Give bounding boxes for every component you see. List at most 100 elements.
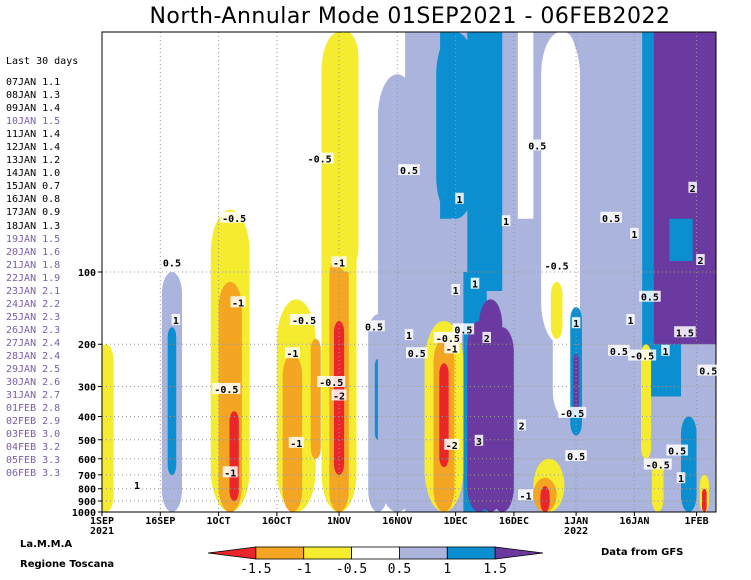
region-negative-strong xyxy=(229,411,239,502)
side-panel-row: 20JAN 1.6 xyxy=(6,246,61,258)
side-panel-row: 26JAN 2.3 xyxy=(6,324,61,336)
contour-label: -0.5 xyxy=(646,460,670,471)
contour-label-bg xyxy=(517,419,526,431)
side-panel-row: 04FEB 3.2 xyxy=(6,442,61,454)
contour-label-bg xyxy=(470,277,480,289)
region-positive-mid xyxy=(669,218,693,262)
side-panel-row: 30JAN 2.6 xyxy=(6,377,61,389)
contour-label: 0.5 xyxy=(602,214,620,225)
contour-label: 1 xyxy=(173,316,179,327)
side-panel-row: 02FEB 2.9 xyxy=(6,416,61,428)
colorbar-swatch xyxy=(255,546,305,560)
side-panel-row: 15JAN 0.7 xyxy=(6,181,61,193)
contour-label: 1 xyxy=(662,347,668,358)
side-panel-row: 05FEB 3.3 xyxy=(6,455,61,467)
contour-label: -1 xyxy=(333,258,345,269)
contour-label: 0.5 xyxy=(699,367,717,378)
x-tick-sublabel: 2021 xyxy=(90,526,114,537)
region-positive-strong xyxy=(490,327,514,512)
contour-label-bg xyxy=(363,320,385,332)
x-tick-label: 16JAN xyxy=(619,516,649,527)
contour-label-bg xyxy=(661,344,670,356)
contour-label-bg xyxy=(317,375,346,387)
contour-label: -0.5 xyxy=(560,409,584,420)
contour-label: 0.5 xyxy=(610,347,628,358)
x-tick-label: 16OCT xyxy=(262,516,292,527)
x-tick-label: 1NOV xyxy=(327,516,351,527)
y-tick-label: 900 xyxy=(78,497,96,508)
x-tick-label: 1FEB xyxy=(685,516,709,527)
side-panel-row: 12JAN 1.4 xyxy=(6,142,61,154)
contour-label: -0.5 xyxy=(630,352,654,363)
contour-label: 1 xyxy=(627,316,633,327)
y-tick-label: 600 xyxy=(78,455,96,466)
contour-label-bg xyxy=(558,406,587,418)
contour-label: 1 xyxy=(457,195,463,206)
side-panel-row: 11JAN 1.4 xyxy=(6,129,61,141)
contour-label: -1 xyxy=(232,298,244,309)
region-negative-strong xyxy=(702,488,707,512)
region-negative-mid xyxy=(310,338,321,459)
contour-label: -1 xyxy=(286,349,298,360)
heatmap-field xyxy=(102,32,716,512)
contour-label-bg xyxy=(305,152,334,164)
colorbar-swatch xyxy=(399,546,448,560)
side-panel-row: 06FEB 3.3 xyxy=(6,468,61,480)
contour-label-bg xyxy=(526,139,548,151)
contour-label-bg xyxy=(444,342,460,354)
contour-label-bg xyxy=(331,256,347,268)
contour-label: 2 xyxy=(690,184,696,195)
side-panel-row: 22JAN 1.9 xyxy=(6,272,61,284)
contour-label: 0.5 xyxy=(528,142,546,153)
colorbar-swatch xyxy=(446,546,496,560)
region-negative-strong xyxy=(540,486,550,512)
contour-label: 0.5 xyxy=(454,325,472,336)
region-negative-weak xyxy=(550,281,563,339)
contour-label-bg xyxy=(696,254,705,266)
contour-label-bg xyxy=(290,313,319,325)
contour-label-bg xyxy=(639,290,661,302)
contour-label: -1 xyxy=(224,468,236,479)
colorbar-label: -1 xyxy=(296,562,312,577)
contour-label: 1 xyxy=(678,474,684,485)
contour-label: 1 xyxy=(573,319,579,330)
contour-label-bg xyxy=(688,181,697,193)
x-tick-label: 16SEP xyxy=(145,516,175,527)
colorbar-swatch xyxy=(494,546,544,560)
x-tick-label: 16DEC xyxy=(499,516,529,527)
region-negative-weak xyxy=(335,32,359,272)
colorbar-label: 1.5 xyxy=(483,562,506,577)
region-positive-light xyxy=(377,74,417,512)
region-positive-mid xyxy=(436,32,476,219)
contour-label: 2 xyxy=(519,421,525,432)
org-region: Regione Toscana xyxy=(20,559,115,570)
contour-label: 1 xyxy=(134,481,140,492)
x-tick-label: 16NOV xyxy=(382,516,412,527)
side-panel-list: 07JAN 1.1 08JAN 1.3 09JAN 1.4 10JAN 1.5 11JA… xyxy=(6,76,60,480)
contour-label-bg xyxy=(444,438,460,450)
side-panel-row: 17JAN 0.9 xyxy=(6,207,61,219)
contour-label: 3 xyxy=(476,437,482,448)
region-negative-weak xyxy=(651,458,664,512)
contour-label-bg xyxy=(518,489,534,501)
colorbar-swatch xyxy=(303,546,352,560)
x-tick-label: 1SEP xyxy=(90,516,114,527)
side-panel-row: 28JAN 2.4 xyxy=(6,350,61,362)
side-panel-row: 23JAN 2.1 xyxy=(6,285,61,297)
y-tick-label: 800 xyxy=(78,485,96,496)
contour-label: -2 xyxy=(446,441,458,452)
side-panel-row: 24JAN 2.2 xyxy=(6,298,61,310)
contour-label-bg xyxy=(230,296,246,308)
y-tick-label: 200 xyxy=(78,340,96,351)
contour-label: -0.5 xyxy=(319,378,343,389)
side-panel-row: 16JAN 0.8 xyxy=(6,194,61,206)
contour-label-bg xyxy=(284,347,300,359)
side-panel-row: 27JAN 2.4 xyxy=(6,337,61,349)
contour-label-bg xyxy=(666,444,688,456)
org-name: La.M.M.A xyxy=(20,539,73,550)
contour-label: 1 xyxy=(503,217,509,228)
contour-label-bg xyxy=(482,331,491,343)
contour-label: 0.5 xyxy=(163,258,181,269)
contour-label-bg xyxy=(501,215,511,227)
